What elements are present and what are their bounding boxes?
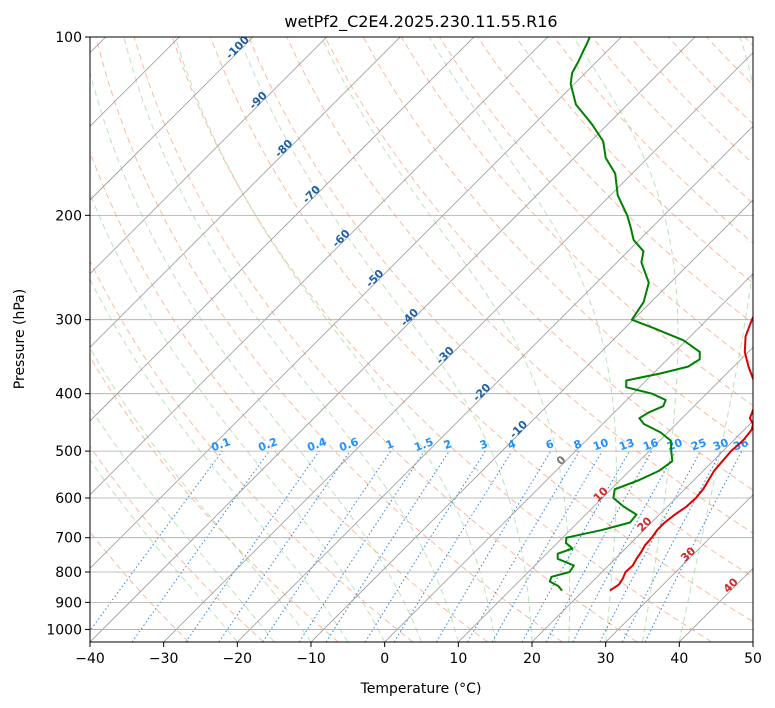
x-tick-label: 0 — [380, 651, 389, 667]
profile-series — [548, 37, 753, 592]
y-tick-label: 100 — [55, 30, 82, 46]
mixing-ratio-label: 3 — [478, 437, 490, 452]
mixing-ratio-line — [393, 450, 513, 642]
dry-adiabat — [324, 37, 753, 491]
dry-adiabat — [171, 37, 712, 642]
mixing-ratio-label: 1 — [384, 437, 396, 452]
mixing-ratio-line — [545, 450, 653, 642]
moist-adiabat — [428, 37, 617, 642]
mixing-ratio-line — [298, 450, 425, 642]
mixing-ratio-label: 1.5 — [412, 435, 435, 454]
dry-adiabat — [90, 445, 264, 642]
mixing-ratio-line — [644, 450, 743, 642]
y-tick-label: 400 — [55, 387, 82, 403]
isotherm — [605, 494, 753, 642]
y-tick-label: 600 — [55, 491, 82, 507]
x-tick-label: −40 — [75, 651, 105, 667]
y-axis-title: Pressure (hPa) — [12, 289, 28, 389]
dry-adiabat — [90, 356, 339, 642]
isotherm — [531, 420, 753, 642]
y-tick-label: 900 — [55, 595, 82, 611]
isotherm — [90, 37, 548, 496]
isotherm — [310, 199, 753, 642]
x-tick-label: −20 — [223, 651, 253, 667]
mixing-ratio-label: 30 — [711, 436, 730, 454]
isotherm — [384, 273, 753, 642]
x-tick-label: 30 — [597, 651, 615, 667]
moist-adiabat — [123, 37, 459, 642]
x-axis: −40 −30 −20 −10 0 10 20 30 40 50 — [75, 642, 762, 667]
mixing-ratio-label: 2 — [442, 437, 454, 452]
moist-adiabat — [238, 37, 533, 642]
y-tick-label: 700 — [55, 531, 82, 547]
isotherm — [90, 37, 622, 569]
isotherm — [90, 37, 254, 201]
mixing-ratio-label: 4 — [506, 437, 518, 452]
temperature-line — [609, 315, 753, 592]
x-tick-label: −30 — [149, 651, 179, 667]
mixing-ratio-line — [572, 450, 677, 642]
moist-adiabat — [678, 37, 753, 642]
mixing-ratio-label: 0.2 — [256, 435, 279, 454]
mixing-ratio-label: 10 — [591, 436, 610, 454]
moist-adiabat — [90, 278, 349, 642]
moist-adiabat — [90, 192, 386, 642]
mixing-ratio-line — [521, 450, 630, 642]
isotherm — [458, 346, 753, 642]
y-tick-label: 300 — [55, 313, 82, 329]
y-tick-label: 800 — [55, 565, 82, 581]
mixing-ratio-line — [185, 450, 320, 642]
x-tick-label: 10 — [449, 651, 467, 667]
isotherm — [237, 125, 753, 642]
x-tick-label: 50 — [744, 651, 762, 667]
dewpoint-line — [548, 37, 701, 592]
x-tick-label: 40 — [670, 651, 688, 667]
y-tick-label: 500 — [55, 444, 82, 460]
y-tick-label: 1000 — [46, 622, 82, 638]
x-axis-title: Temperature (°C) — [360, 681, 482, 697]
isotherm — [90, 37, 327, 275]
dry-adiabat — [133, 37, 638, 642]
mixing-ratio-line — [325, 450, 450, 642]
moist-adiabat — [174, 37, 496, 642]
mixing-ratio-label: 25 — [689, 436, 708, 453]
mixing-ratio-line — [131, 450, 270, 642]
mixing-ratio-label: 13 — [617, 436, 636, 453]
moist-adiabat — [320, 37, 571, 642]
chart-title: wetPf2_C2E4.2025.230.11.55.R16 — [284, 12, 557, 32]
x-tick-label: 20 — [523, 651, 541, 667]
mixing-ratio-label: 36 — [731, 436, 750, 454]
moist-adiabat — [90, 406, 275, 642]
mixing-ratio-line — [90, 450, 223, 632]
y-axis: 100 200 300 400 500 600 700 800 900 1000 — [46, 30, 90, 638]
isotherm — [90, 37, 401, 348]
mixing-ratio-label: 6 — [544, 437, 556, 452]
mixing-ratio-label: 16 — [641, 436, 660, 454]
mixing-ratio-line — [262, 450, 392, 642]
isotherm — [90, 37, 475, 422]
moist-adiabat — [572, 37, 679, 642]
mixing-ratio-label: 0.1 — [209, 435, 232, 454]
mixing-ratio-label: 8 — [572, 437, 584, 452]
isotherm — [90, 37, 696, 642]
isotherm — [163, 52, 753, 642]
x-tick-label: −10 — [296, 651, 326, 667]
plot-frame — [89, 36, 754, 643]
dry-adiabat — [515, 37, 753, 284]
mixing-ratio-label: 0.6 — [337, 435, 360, 454]
moist-adiabat — [90, 459, 238, 642]
dry-adiabat — [95, 37, 563, 642]
background-lines — [90, 37, 753, 642]
mixing-ratio-label: 0.4 — [305, 435, 328, 454]
moist-adiabat — [90, 70, 422, 642]
dry-adiabat — [286, 37, 753, 534]
y-tick-label: 200 — [55, 208, 82, 224]
dry-adiabat — [210, 37, 753, 623]
mixing-ratio-line — [218, 450, 351, 642]
dry-adiabat — [90, 259, 414, 642]
